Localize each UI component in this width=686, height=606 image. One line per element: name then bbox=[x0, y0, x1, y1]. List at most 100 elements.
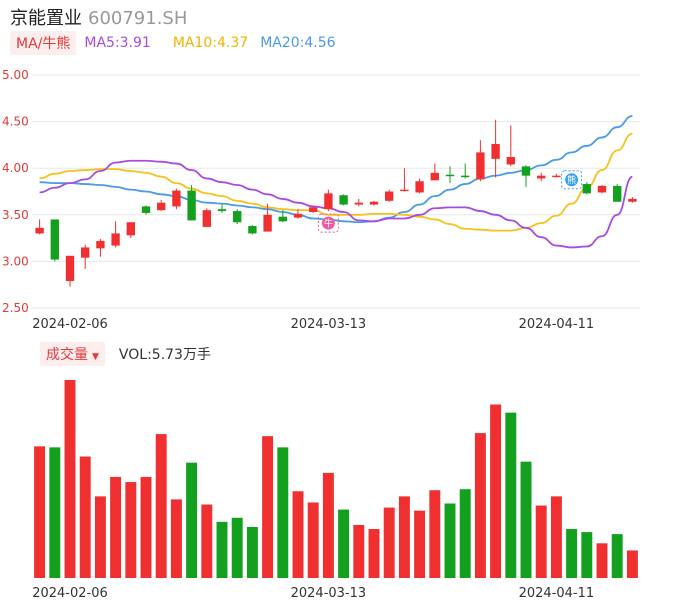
candle-body bbox=[35, 227, 44, 234]
y-tick-label: 4.50 bbox=[2, 115, 29, 129]
caret-down-icon: ▼ bbox=[92, 352, 99, 362]
candle-body bbox=[613, 185, 622, 202]
signal-label: 牛 bbox=[324, 218, 333, 230]
y-tick-label: 5.00 bbox=[2, 68, 29, 82]
candle-body bbox=[217, 209, 227, 212]
candle-body bbox=[202, 210, 211, 227]
volume-bar bbox=[581, 532, 593, 578]
candle-body bbox=[233, 211, 242, 223]
candle-body bbox=[582, 184, 591, 194]
candle-body bbox=[50, 219, 59, 260]
indicator-dropdown[interactable]: 成交量 ▼ bbox=[40, 342, 105, 366]
volume-bar bbox=[414, 510, 426, 578]
candle-body bbox=[126, 222, 135, 236]
volume-bar bbox=[398, 496, 410, 578]
candle-body bbox=[96, 240, 105, 249]
candle-body bbox=[354, 202, 363, 205]
bull-signal-icon: 牛 bbox=[317, 213, 339, 233]
y-tick-label: 3.50 bbox=[2, 208, 29, 222]
candle-body bbox=[628, 198, 637, 202]
candle-body bbox=[157, 202, 166, 211]
candle-body bbox=[537, 175, 546, 179]
volume-bar bbox=[170, 499, 182, 578]
volume-bar bbox=[474, 433, 486, 578]
volume-bar bbox=[626, 550, 638, 578]
volume-bar bbox=[277, 447, 289, 578]
candle-body bbox=[278, 216, 287, 222]
volume-bar bbox=[459, 489, 471, 578]
volume-bar bbox=[505, 412, 517, 578]
candle-body bbox=[385, 191, 394, 201]
volume-bar bbox=[429, 490, 441, 578]
x-tick-label: 2024-02-06 bbox=[32, 317, 108, 332]
candle-body bbox=[461, 175, 470, 178]
stock-code: 600791.SH bbox=[88, 8, 188, 29]
candle-body bbox=[369, 201, 379, 205]
x-tick-label: 2024-02-06 bbox=[32, 586, 108, 601]
candle-body bbox=[476, 152, 485, 180]
stock-name: 京能置业 bbox=[10, 8, 82, 29]
volume-bar bbox=[186, 462, 198, 578]
x-tick-label: 2024-04-11 bbox=[519, 317, 595, 332]
indicator-label: 成交量 bbox=[46, 347, 88, 363]
bear-signal-icon: 熊 bbox=[561, 170, 583, 190]
volume-bar bbox=[566, 529, 578, 578]
volume-bar bbox=[490, 404, 502, 578]
volume-bar bbox=[94, 496, 106, 578]
ma20-value: MA20:4.56 bbox=[260, 35, 336, 51]
candle-body bbox=[430, 172, 439, 181]
candle-body bbox=[309, 207, 318, 213]
candle-body bbox=[597, 185, 607, 193]
volume-bar bbox=[292, 491, 304, 578]
volume-bar bbox=[79, 456, 91, 578]
volume-bar bbox=[383, 507, 395, 578]
signal-badge bbox=[565, 173, 579, 187]
candle-body bbox=[111, 233, 120, 246]
stock-header: 京能置业 600791.SH bbox=[10, 4, 187, 30]
volume-bar bbox=[231, 517, 243, 578]
signal-frame bbox=[561, 170, 583, 190]
candle-body bbox=[248, 225, 257, 234]
signal-badge bbox=[321, 216, 335, 230]
candle-body bbox=[521, 166, 531, 176]
volume-bar bbox=[550, 496, 562, 578]
ma10-value: MA10:4.37 bbox=[172, 35, 249, 51]
candle-body bbox=[415, 181, 424, 193]
signal-frame bbox=[317, 213, 339, 233]
y-tick-label: 2.50 bbox=[2, 301, 29, 315]
volume-bar bbox=[110, 476, 122, 578]
volume-bar bbox=[322, 472, 334, 578]
volume-bar bbox=[201, 504, 213, 578]
ma20-line bbox=[39, 115, 633, 224]
ma5-value: MA5:3.91 bbox=[84, 35, 151, 51]
candle-body bbox=[324, 193, 333, 210]
volume-bar bbox=[535, 505, 547, 578]
volume-bar bbox=[353, 524, 365, 578]
candle-body bbox=[141, 206, 151, 213]
volume-bar bbox=[444, 503, 456, 578]
volume-bar bbox=[34, 446, 46, 578]
volume-bar bbox=[140, 476, 152, 578]
volume-bar bbox=[520, 461, 532, 578]
candle-body bbox=[400, 189, 409, 192]
candle-body bbox=[172, 190, 181, 207]
volume-bar bbox=[64, 380, 76, 578]
signal-label: 熊 bbox=[567, 174, 576, 186]
ma-mode-toggle[interactable]: MA/牛熊 bbox=[10, 31, 77, 55]
volume-bar bbox=[338, 509, 350, 578]
candle-body bbox=[552, 175, 561, 178]
y-tick-label: 3.00 bbox=[2, 254, 29, 268]
ma10-line bbox=[39, 132, 633, 232]
candle-body bbox=[65, 255, 75, 281]
ma5-line bbox=[39, 159, 633, 249]
x-tick-label: 2024-04-11 bbox=[519, 586, 595, 601]
volume-bar bbox=[125, 482, 137, 578]
volume-bar bbox=[262, 436, 274, 578]
volume-value: VOL:5.73万手 bbox=[118, 347, 211, 363]
volume-bar bbox=[246, 526, 258, 578]
candle-body bbox=[491, 143, 500, 159]
candle-body bbox=[445, 174, 455, 177]
volume-bar bbox=[155, 434, 167, 578]
ma-legend: MA/牛熊 MA5:3.91 MA10:4.37 MA20:4.56 bbox=[10, 31, 336, 55]
